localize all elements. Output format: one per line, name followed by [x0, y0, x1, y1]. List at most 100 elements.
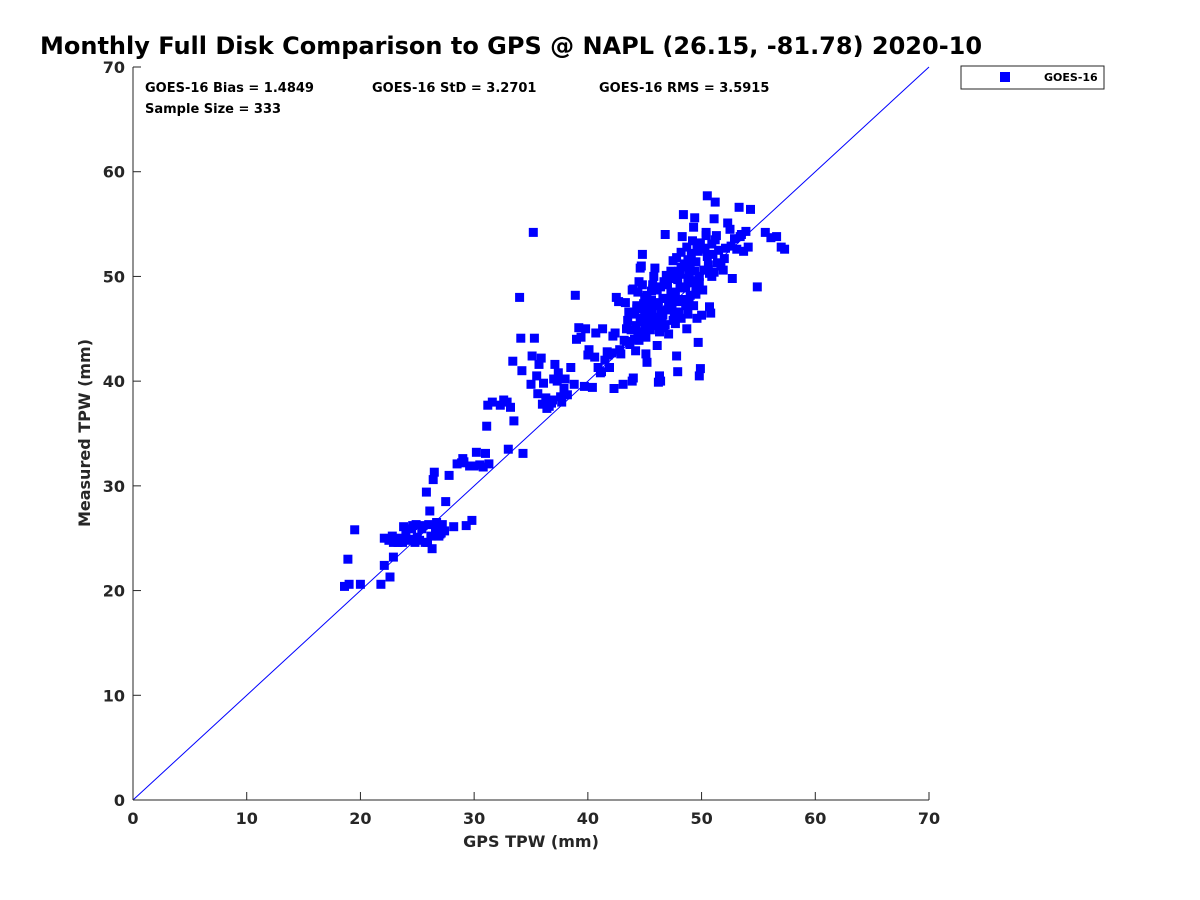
data-point	[683, 255, 693, 265]
data-point	[411, 520, 421, 530]
y-tick-label: 0	[114, 791, 125, 810]
stat-std: GOES-16 StD = 3.2701	[372, 81, 536, 96]
data-point	[669, 287, 679, 297]
legend: GOES-16	[960, 65, 1105, 90]
data-point	[379, 560, 389, 570]
data-points-layer	[340, 191, 790, 591]
data-point	[624, 307, 634, 317]
y-tick-label: 20	[103, 582, 125, 601]
data-point	[536, 353, 546, 363]
data-point	[707, 239, 717, 249]
data-point	[469, 461, 479, 471]
data-point	[641, 332, 651, 342]
data-point	[766, 233, 776, 243]
x-tick-label: 20	[349, 809, 371, 828]
data-point	[449, 522, 459, 532]
data-point	[562, 390, 572, 400]
data-point	[739, 246, 749, 256]
data-point	[574, 323, 584, 333]
data-point	[667, 296, 677, 305]
data-point	[433, 522, 443, 532]
data-point	[692, 313, 702, 323]
data-point	[528, 227, 538, 237]
data-point	[420, 537, 430, 547]
data-point	[674, 307, 684, 317]
data-point	[379, 533, 389, 543]
data-point	[605, 363, 614, 372]
data-point	[633, 327, 643, 337]
legend-box	[960, 65, 1105, 90]
data-point	[690, 266, 700, 276]
data-point	[694, 371, 704, 381]
data-point	[675, 283, 685, 293]
data-point	[647, 296, 656, 305]
data-point	[684, 268, 694, 278]
legend-label-goes16: GOES-16	[1044, 71, 1098, 84]
data-point	[652, 341, 662, 350]
data-point	[647, 307, 656, 317]
data-point	[440, 526, 450, 536]
data-point	[678, 262, 688, 272]
data-point	[730, 234, 739, 244]
y-tick-label: 40	[103, 372, 125, 391]
y-axis-label: Measured TPW (mm)	[75, 339, 94, 527]
data-point	[709, 214, 719, 224]
data-point	[484, 459, 494, 469]
data-point	[556, 392, 566, 402]
data-point	[566, 363, 576, 372]
data-point	[590, 352, 600, 362]
stats-block: GOES-16 Bias = 1.4849 GOES-16 StD = 3.27…	[145, 81, 769, 117]
data-point	[706, 308, 716, 318]
data-point	[421, 487, 431, 497]
data-point	[495, 400, 505, 410]
data-point	[637, 280, 647, 290]
data-point	[534, 359, 544, 369]
data-point	[691, 284, 701, 294]
x-axis-label: GPS TPW (mm)	[463, 832, 599, 851]
data-point	[665, 274, 675, 283]
data-point	[542, 403, 552, 413]
data-point	[343, 554, 353, 564]
data-point	[677, 232, 687, 242]
data-point	[685, 261, 695, 271]
data-point	[424, 520, 434, 530]
data-point	[385, 572, 395, 582]
data-point	[682, 324, 692, 334]
data-point	[539, 378, 548, 388]
data-point	[686, 278, 696, 288]
x-tick-label: 50	[690, 809, 712, 828]
data-point	[395, 533, 405, 543]
data-point	[481, 448, 490, 458]
one-to-one-line	[132, 66, 930, 801]
legend-marker	[1000, 72, 1010, 82]
data-point	[427, 544, 437, 554]
data-point	[608, 331, 618, 341]
stat-sample-size: Sample Size = 333	[145, 102, 281, 117]
data-point	[693, 337, 703, 347]
data-point	[694, 278, 704, 288]
data-point	[633, 287, 643, 297]
data-point	[444, 470, 454, 480]
data-point	[584, 345, 594, 355]
data-point	[628, 284, 638, 294]
data-point	[735, 232, 745, 242]
data-point	[649, 271, 659, 281]
data-point	[688, 236, 697, 246]
data-point	[689, 222, 699, 232]
data-point	[509, 416, 519, 426]
data-point	[425, 506, 435, 516]
data-point	[673, 275, 683, 285]
data-point	[399, 522, 409, 532]
data-point	[434, 531, 444, 541]
data-point	[508, 356, 518, 366]
data-point	[692, 241, 702, 251]
data-point	[412, 532, 422, 542]
data-point	[677, 295, 687, 304]
data-point	[635, 317, 645, 326]
data-point	[461, 521, 471, 531]
data-point	[515, 292, 525, 302]
data-point	[350, 525, 360, 535]
axes-layer	[132, 66, 930, 801]
data-point	[650, 263, 660, 273]
